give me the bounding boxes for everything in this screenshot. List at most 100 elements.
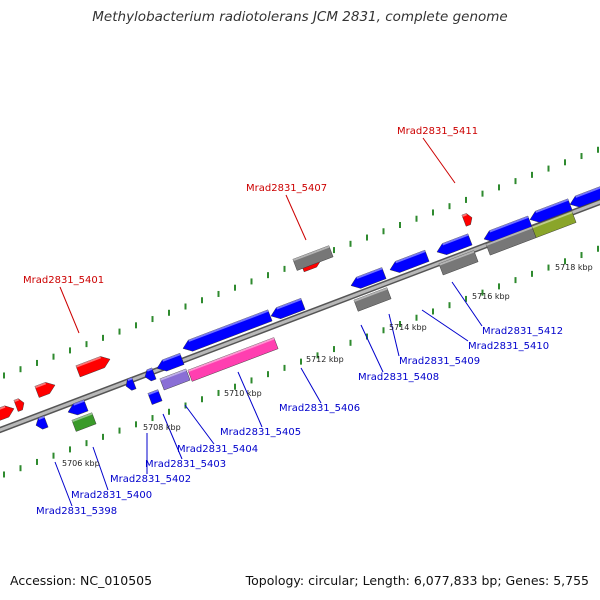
gene-arrow-5406 (270, 297, 306, 319)
gene-arrow-shape (0, 405, 15, 421)
gene-arrow-5410-shine (442, 233, 469, 246)
gene-box-5405-shine (187, 337, 275, 373)
gene-arrow-shape (569, 185, 600, 208)
gene-arrow (34, 382, 56, 398)
gene-box-5404-shape (159, 368, 191, 391)
leader-5407 (285, 194, 307, 241)
leader-5405 (237, 371, 263, 428)
leader-5400 (92, 446, 109, 491)
gene-arrow (0, 405, 15, 421)
gene-arrow-5409 (389, 249, 430, 273)
tick-label: 5716 kbp (472, 292, 510, 301)
gene-arrow-5411 (461, 213, 473, 227)
gene-box (147, 389, 163, 405)
gene-box-5410 (438, 250, 479, 276)
gene-arrow-5398-shape (35, 415, 49, 430)
tick-label: 5714 kbp (389, 323, 427, 332)
leader-5410 (421, 309, 469, 342)
genome-stats-text: Topology: circular; Length: 6,077,833 bp… (245, 573, 589, 588)
gene-box-shine (531, 211, 573, 229)
leader-5406 (300, 367, 322, 404)
gene-box (531, 211, 577, 238)
gene-box-5408 (353, 287, 392, 312)
gene-arrow (569, 185, 600, 208)
leader-5404 (184, 404, 215, 445)
gene-box-5400 (71, 412, 97, 432)
tick-label: 5706 kbp (62, 459, 100, 468)
scale-ticks: 5706 kbp 5708 kbp 5710 kbp 5712 kbp 5714… (62, 263, 593, 468)
gene-arrow-shine (0, 405, 6, 412)
gene-arrow-5403 (156, 352, 185, 372)
gene-box-5400-shine (71, 412, 93, 423)
gene-label-5402[interactable]: Mrad2831_5402 (110, 474, 191, 485)
leader-5398 (54, 461, 73, 507)
gene-label-5401[interactable]: Mrad2831_5401 (23, 275, 104, 286)
gene-arrow-5406-shine (276, 298, 302, 310)
tick-label: 5708 kbp (143, 423, 181, 432)
gene-arrow-5408-shine (356, 267, 383, 280)
gene-box-5405 (187, 337, 279, 382)
gene-label-5410[interactable]: Mrad2831_5410 (468, 341, 549, 352)
label-leader-lines (54, 137, 483, 507)
gene-arrow-5409-shape (389, 249, 430, 273)
gene-label-5412[interactable]: Mrad2831_5412 (482, 326, 563, 337)
gene-box-5410-shine (438, 250, 475, 266)
gene-arrow-5410 (436, 233, 473, 255)
gene-arrow-5404-shine (188, 309, 269, 342)
gene-label-5400[interactable]: Mrad2831_5400 (71, 490, 152, 501)
gene-arrow (529, 198, 573, 223)
gene-arrow-shine (73, 399, 85, 406)
gene-box-5404 (159, 368, 191, 391)
leader-5409 (388, 313, 400, 357)
gene-arrow (125, 377, 137, 391)
gene-label-5405[interactable]: Mrad2831_5405 (220, 427, 301, 438)
gene-label-5398[interactable]: Mrad2831_5398 (36, 506, 117, 517)
gene-arrow-5408 (350, 267, 387, 289)
tick-label: 5712 kbp (306, 355, 344, 364)
gene-arrow-5404 (182, 309, 273, 352)
leader-5411 (422, 137, 456, 184)
gene-box-shape (147, 389, 163, 405)
gene-features (0, 185, 600, 434)
gene-label-5407[interactable]: Mrad2831_5407 (246, 183, 327, 194)
accession-text: Accession: NC_010505 (10, 573, 153, 588)
gene-box-5404-shine (159, 368, 187, 381)
gene-box-shine (147, 389, 159, 396)
gene-arrow-shine (34, 382, 47, 389)
leader-5412 (451, 281, 483, 327)
gene-arrow-5402 (144, 367, 157, 382)
gene-arrow (67, 399, 89, 416)
gene-label-5404[interactable]: Mrad2831_5404 (177, 444, 258, 455)
gene-arrow-shine (575, 185, 600, 198)
gene-label-5408[interactable]: Mrad2831_5408 (358, 372, 439, 383)
leader-5403 (162, 413, 183, 460)
gene-box-5408-shine (353, 287, 388, 302)
gene-arrow-5406-shape (270, 297, 306, 319)
gene-arrow-5404-shape (182, 309, 273, 352)
leader-5401 (59, 286, 80, 334)
gene-label-5403[interactable]: Mrad2831_5403 (145, 459, 226, 470)
tick-label: 5710 kbp (224, 389, 262, 398)
gene-arrow-5402-shape (144, 367, 157, 382)
dotted-track-lines (3, 146, 599, 478)
gene-box-5408-shape (353, 287, 392, 312)
gene-arrow-5403-shine (162, 353, 181, 362)
gene-arrow-5410-shape (436, 233, 473, 255)
gene-arrow-5412-shine (489, 215, 529, 233)
gene-label-5406[interactable]: Mrad2831_5406 (279, 403, 360, 414)
gene-label-5409[interactable]: Mrad2831_5409 (399, 356, 480, 367)
gene-arrow-shape (13, 398, 25, 412)
gene-label-5411[interactable]: Mrad2831_5411 (397, 126, 478, 137)
gene-arrow (13, 398, 25, 412)
gene-box-5410-shape (438, 250, 479, 276)
gene-arrow-shine (13, 398, 19, 403)
gene-arrow-5402-shine (146, 367, 153, 372)
gene-arrow-5411-shine (461, 213, 467, 217)
gene-box-5412-shine (485, 226, 533, 246)
gene-arrow-shape (34, 382, 56, 398)
gene-arrow-5398-shine (38, 415, 45, 420)
gene-arrow-5411-shape (461, 213, 473, 227)
gene-arrow-shape (125, 377, 137, 391)
gene-box-5405-shape (187, 337, 279, 382)
